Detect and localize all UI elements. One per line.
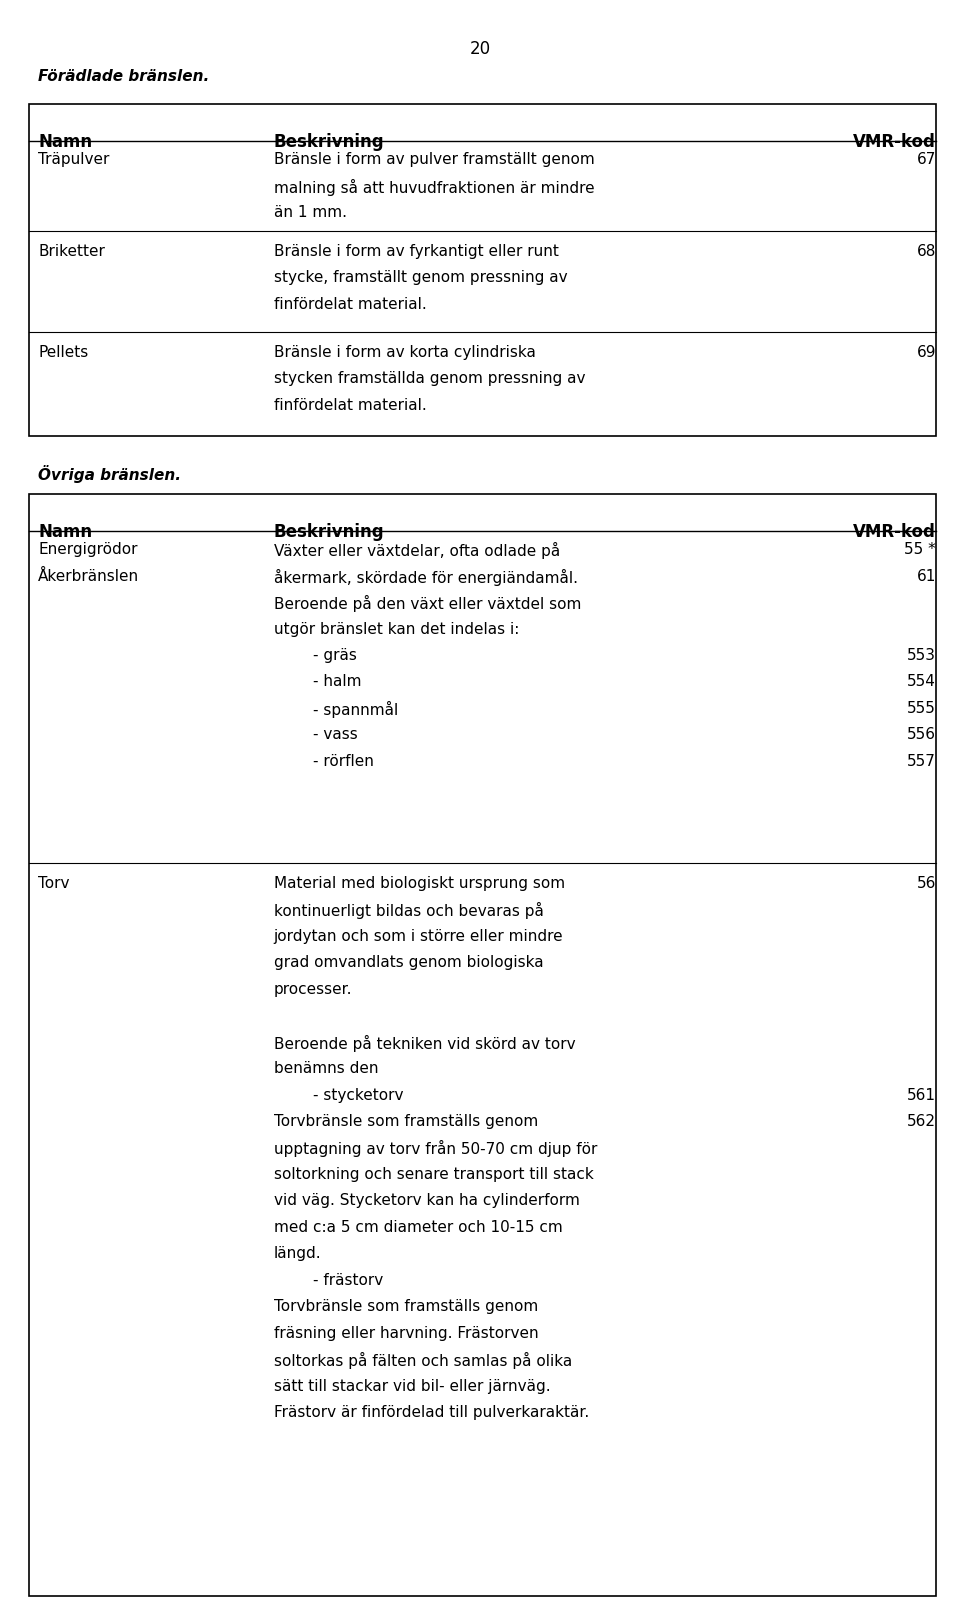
Text: 68: 68 <box>917 244 936 258</box>
Text: 56: 56 <box>917 876 936 890</box>
Text: längd.: längd. <box>274 1246 322 1261</box>
Text: upptagning av torv från 50-70 cm djup för: upptagning av torv från 50-70 cm djup fö… <box>274 1140 597 1158</box>
Text: finfördelat material.: finfördelat material. <box>274 398 426 412</box>
Text: Beskrivning: Beskrivning <box>274 523 384 541</box>
Text: 61: 61 <box>917 568 936 584</box>
Text: - vass: - vass <box>274 728 357 743</box>
Text: 561: 561 <box>907 1088 936 1102</box>
Text: - frästorv: - frästorv <box>274 1274 383 1288</box>
Text: - gräs: - gräs <box>274 648 356 662</box>
Text: Bränsle i form av korta cylindriska: Bränsle i form av korta cylindriska <box>274 345 536 359</box>
Text: Namn: Namn <box>38 523 92 541</box>
Bar <box>29 104 936 436</box>
Text: 55 *: 55 * <box>904 542 936 557</box>
Text: fräsning eller harvning. Frästorven: fräsning eller harvning. Frästorven <box>274 1325 539 1341</box>
Text: soltorkning och senare transport till stack: soltorkning och senare transport till st… <box>274 1168 593 1182</box>
Text: 562: 562 <box>907 1113 936 1129</box>
Bar <box>29 494 936 1596</box>
Text: Briketter: Briketter <box>38 244 106 258</box>
Text: VMR-kod: VMR-kod <box>853 523 936 541</box>
Text: Frästorv är finfördelad till pulverkaraktär.: Frästorv är finfördelad till pulverkarak… <box>274 1405 588 1420</box>
Text: malning så att huvudfraktionen är mindre: malning så att huvudfraktionen är mindre <box>274 180 594 196</box>
Text: finfördelat material.: finfördelat material. <box>274 297 426 311</box>
Text: vid väg. Stycketorv kan ha cylinderform: vid väg. Stycketorv kan ha cylinderform <box>274 1193 580 1208</box>
Text: Pellets: Pellets <box>38 345 88 359</box>
Text: Torvbränsle som framställs genom: Torvbränsle som framställs genom <box>274 1299 538 1314</box>
Text: - rörflen: - rörflen <box>274 754 373 768</box>
Text: 553: 553 <box>907 648 936 662</box>
Text: - stycketorv: - stycketorv <box>274 1088 403 1102</box>
Text: Förädlade bränslen.: Förädlade bränslen. <box>38 69 209 83</box>
Text: Torv: Torv <box>38 876 70 890</box>
Text: 554: 554 <box>907 674 936 690</box>
Text: jordytan och som i större eller mindre: jordytan och som i större eller mindre <box>274 929 564 943</box>
Text: Energigrödor: Energigrödor <box>38 542 138 557</box>
Text: 69: 69 <box>917 345 936 359</box>
Text: Torvbränsle som framställs genom: Torvbränsle som framställs genom <box>274 1113 538 1129</box>
Text: Åkerbränslen: Åkerbränslen <box>38 568 139 584</box>
Text: Växter eller växtdelar, ofta odlade på: Växter eller växtdelar, ofta odlade på <box>274 542 560 560</box>
Text: stycken framställda genom pressning av: stycken framställda genom pressning av <box>274 371 585 387</box>
Text: Namn: Namn <box>38 133 92 151</box>
Text: Beroende på den växt eller växtdel som: Beroende på den växt eller växtdel som <box>274 595 581 613</box>
Text: Bränsle i form av fyrkantigt eller runt: Bränsle i form av fyrkantigt eller runt <box>274 244 559 258</box>
Text: Beroende på tekniken vid skörd av torv: Beroende på tekniken vid skörd av torv <box>274 1035 575 1052</box>
Text: utgör bränslet kan det indelas i:: utgör bränslet kan det indelas i: <box>274 621 519 637</box>
Text: - halm: - halm <box>274 674 361 690</box>
Text: - spannmål: - spannmål <box>274 701 397 719</box>
Text: processer.: processer. <box>274 982 352 996</box>
Text: VMR-kod: VMR-kod <box>853 133 936 151</box>
Text: 20: 20 <box>469 40 491 58</box>
Text: Träpulver: Träpulver <box>38 152 109 167</box>
Text: 556: 556 <box>907 728 936 743</box>
Text: grad omvandlats genom biologiska: grad omvandlats genom biologiska <box>274 954 543 970</box>
Text: Bränsle i form av pulver framställt genom: Bränsle i form av pulver framställt geno… <box>274 152 594 167</box>
Text: 555: 555 <box>907 701 936 715</box>
Text: Övriga bränslen.: Övriga bränslen. <box>38 465 181 483</box>
Text: Beskrivning: Beskrivning <box>274 133 384 151</box>
Text: med c:a 5 cm diameter och 10-15 cm: med c:a 5 cm diameter och 10-15 cm <box>274 1221 563 1235</box>
Text: stycke, framställt genom pressning av: stycke, framställt genom pressning av <box>274 269 567 286</box>
Text: 557: 557 <box>907 754 936 768</box>
Text: åkermark, skördade för energiändamål.: åkermark, skördade för energiändamål. <box>274 568 578 585</box>
Text: 67: 67 <box>917 152 936 167</box>
Text: Material med biologiskt ursprung som: Material med biologiskt ursprung som <box>274 876 564 890</box>
Text: än 1 mm.: än 1 mm. <box>274 205 347 220</box>
Text: soltorkas på fälten och samlas på olika: soltorkas på fälten och samlas på olika <box>274 1352 572 1370</box>
Text: sätt till stackar vid bil- eller järnväg.: sätt till stackar vid bil- eller järnväg… <box>274 1378 550 1394</box>
Text: benämns den: benämns den <box>274 1062 378 1076</box>
Text: kontinuerligt bildas och bevaras på: kontinuerligt bildas och bevaras på <box>274 901 543 919</box>
